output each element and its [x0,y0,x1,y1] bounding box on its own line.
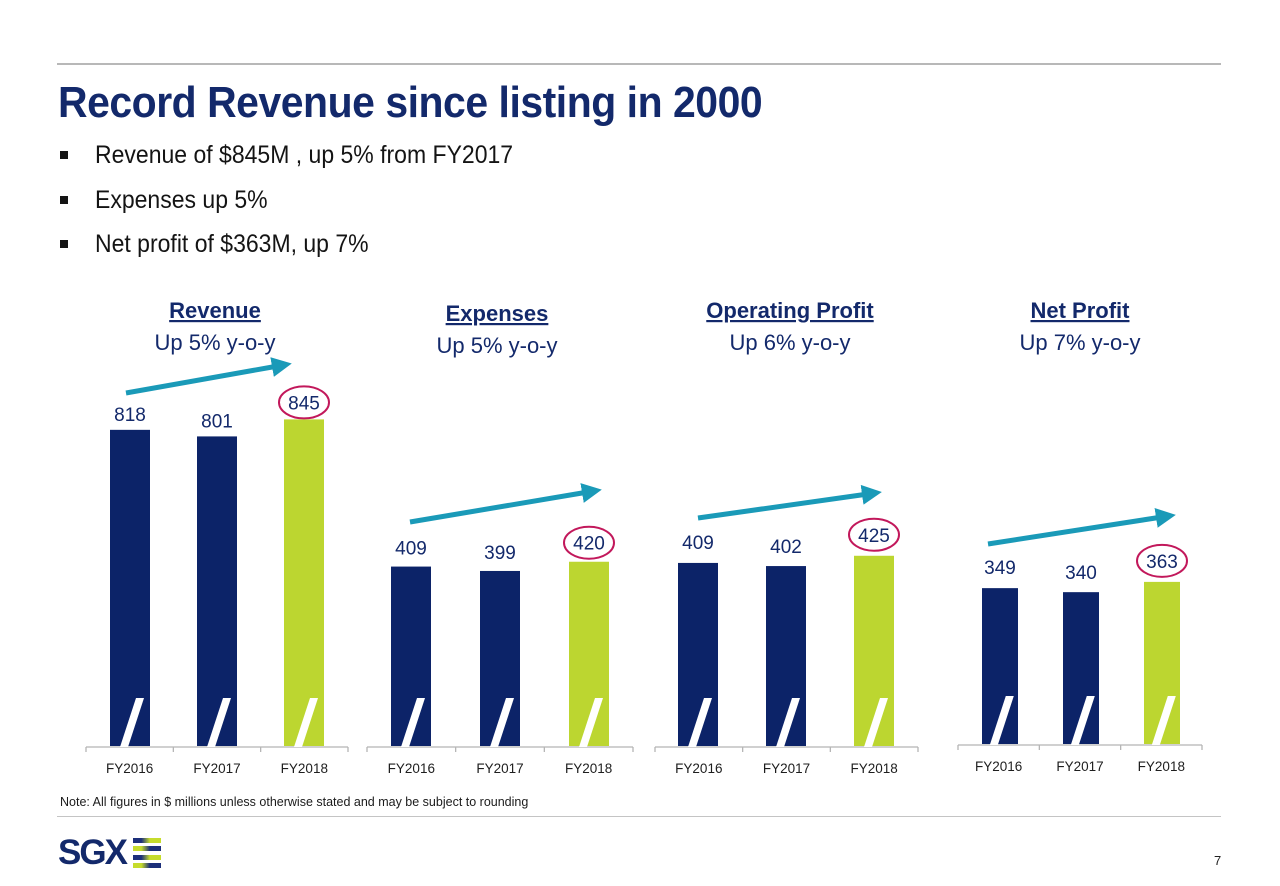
axis-break-slash [401,698,425,747]
bar-fy2018 [284,419,324,746]
bar-fy2016 [110,429,150,746]
chart-title: Operating Profit [706,298,874,323]
highlight-circle [848,517,900,552]
axis-break-slash [776,698,800,747]
data-label: 420 [573,534,605,555]
bottom-divider [57,816,1221,817]
logo-text: SGX [58,833,128,872]
axis-break-slash [490,698,514,747]
data-label: 425 [858,526,890,547]
axis-break-slash [294,698,318,747]
bar-fy2017 [766,566,806,746]
trend-arrow-icon [987,508,1176,547]
bar-fy2018 [854,555,894,746]
bullet-item: Net profit of $363M, up 7% [58,227,549,272]
axis-break-slash [120,698,144,747]
data-label: 402 [770,537,802,558]
x-tick-label: FY2017 [476,761,523,776]
chart-title: Expenses [446,301,549,326]
axis-break-slash [1151,696,1176,745]
data-label: 363 [1146,552,1178,573]
data-label: 801 [201,411,233,432]
chart-panel-revenue: Revenue Up 5% y-o-y 818 FY2016 801 FY2017 845 F… [85,298,349,776]
data-label: 409 [395,539,427,560]
x-tick-label: FY2017 [1056,759,1103,774]
data-label: 818 [114,405,146,426]
trend-arrow-icon [125,357,292,396]
trend-arrow-icon [409,483,602,525]
logo-stripes-icon [132,838,161,868]
data-label: 340 [1065,563,1097,584]
chart-panel-net-profit: Net Profit Up 7% y-o-y 349 FY2016 340 FY2017 3… [957,298,1203,774]
highlight-circle [1136,543,1188,578]
bar-fy2016 [391,566,431,746]
highlight-circle [278,385,330,420]
data-label: 845 [288,393,320,414]
trend-arrow-icon [697,484,882,521]
axis-break-slash [207,698,231,747]
bullet-list: Revenue of $845M , up 5% from FY2017 Exp… [58,138,549,272]
bullet-square-icon [60,195,68,204]
bullet-text: Revenue of $845M , up 5% from FY2017 [95,141,514,169]
bullet-square-icon [60,151,68,159]
bullet-item: Expenses up 5% [58,183,549,228]
x-tick-label: FY2017 [193,761,240,776]
slide-title: Record Revenue since listing in 2000 [58,78,763,127]
x-tick-label: FY2016 [675,761,722,776]
sgx-logo: SGX [58,833,161,872]
axis-break-slash [864,698,888,747]
x-tick-label: FY2016 [388,761,435,776]
chart-panel-operating-profit: Operating Profit Up 6% y-o-y 409 FY2016 402 F… [654,298,919,776]
highlight-circle [563,525,615,560]
bar-fy2016 [678,562,718,746]
data-label: 409 [682,533,714,554]
x-tick-label: FY2018 [281,761,328,776]
x-tick-label: FY2018 [1138,759,1185,774]
chart-title: Revenue [169,298,261,323]
bullet-text: Net profit of $363M, up 7% [95,230,369,258]
chart-title: Net Profit [1031,298,1131,323]
bullet-square-icon [60,240,68,248]
page-number: 7 [1214,853,1222,868]
bar-fy2017 [197,436,237,746]
x-tick-label: FY2018 [851,761,898,776]
data-label: 349 [984,558,1016,579]
x-tick-label: FY2016 [975,759,1022,774]
axis-break-slash [989,696,1014,745]
chart-panel-expenses: Expenses Up 5% y-o-y 409 FY2016 399 FY2017 420… [366,301,634,776]
x-tick-label: FY2016 [106,761,153,776]
data-label: 399 [484,543,516,564]
bar-fy2018 [569,561,609,746]
bullet-item: Revenue of $845M , up 5% from FY2017 [58,138,549,183]
axis-break-slash [1070,696,1095,745]
top-divider [57,63,1221,65]
axis-break-slash [579,698,603,747]
chart-subtitle: Up 6% y-o-y [729,330,850,355]
footnote: Note: All figures in $ millions unless o… [60,795,529,809]
bullet-text: Expenses up 5% [95,185,268,214]
axis-break-slash [688,698,712,747]
x-tick-label: FY2017 [763,761,810,776]
chart-subtitle: Up 5% y-o-y [436,333,557,358]
x-tick-label: FY2018 [565,761,612,776]
chart-subtitle: Up 7% y-o-y [1019,330,1140,355]
chart-subtitle: Up 5% y-o-y [154,330,275,355]
